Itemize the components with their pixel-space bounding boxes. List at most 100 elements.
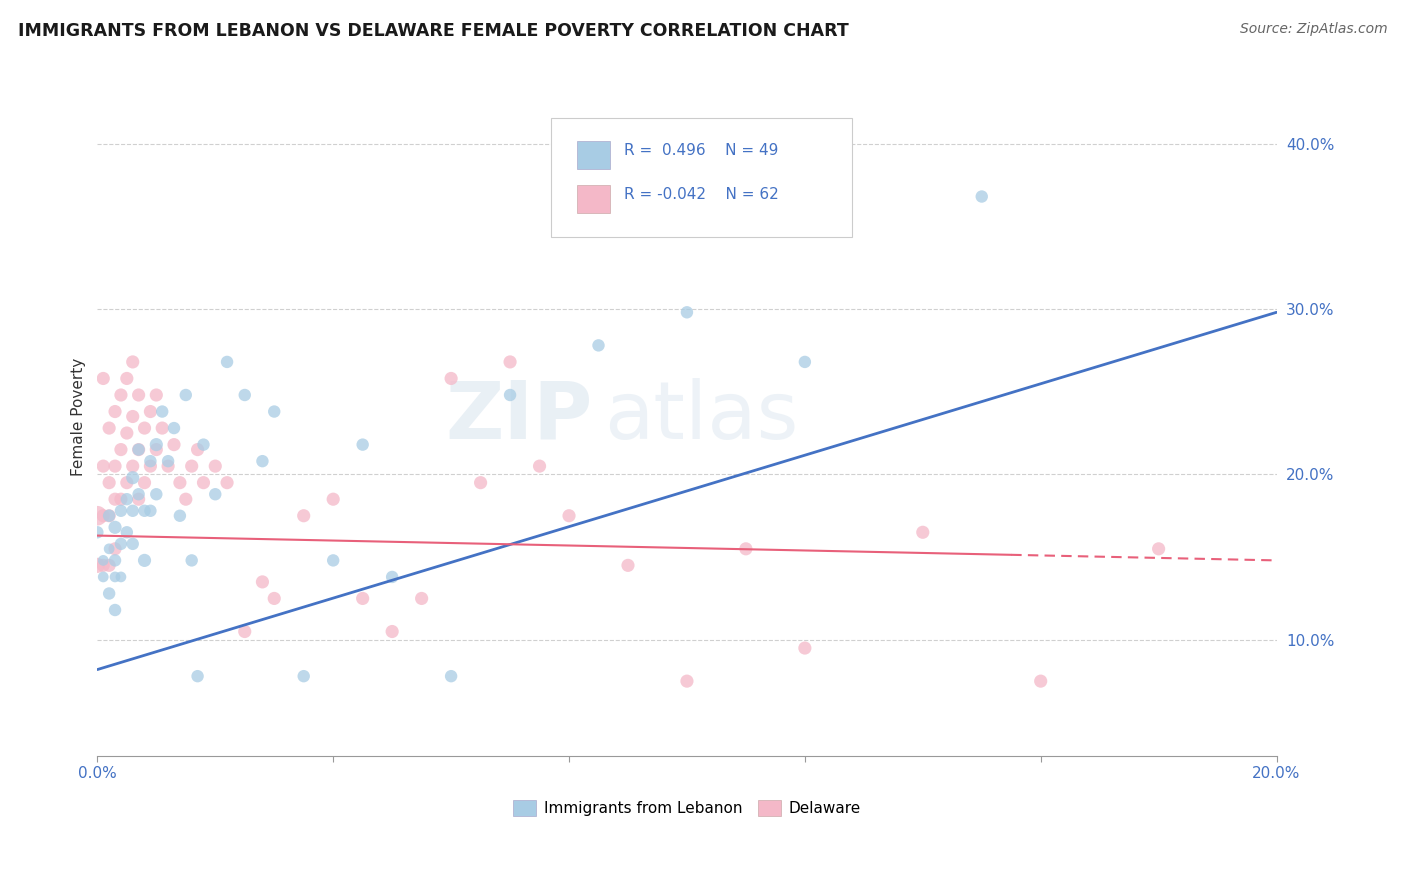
Point	[98, 421, 121, 435]
Point	[128, 487, 150, 501]
Point	[98, 508, 121, 523]
Point	[104, 570, 127, 584]
Point	[204, 459, 226, 474]
Point	[110, 504, 132, 518]
Point	[163, 437, 186, 451]
Point	[263, 591, 285, 606]
Point	[440, 371, 463, 385]
Point	[91, 570, 114, 584]
Point	[193, 475, 215, 490]
Point	[252, 454, 274, 468]
Point	[115, 525, 138, 540]
Point	[322, 553, 344, 567]
Point	[121, 409, 143, 424]
Point	[174, 492, 197, 507]
Point	[163, 421, 186, 435]
Point	[91, 508, 114, 523]
Point	[193, 437, 215, 451]
Text: ZIP: ZIP	[446, 377, 592, 456]
Point	[104, 459, 127, 474]
Point	[322, 492, 344, 507]
Point	[128, 492, 150, 507]
Point	[180, 553, 202, 567]
Point	[104, 541, 127, 556]
Point	[115, 492, 138, 507]
Point	[970, 189, 993, 203]
Point	[157, 459, 180, 474]
Point	[169, 475, 191, 490]
Point	[110, 388, 132, 402]
Point	[529, 459, 551, 474]
Point	[499, 388, 522, 402]
Point	[121, 459, 143, 474]
Point	[86, 508, 108, 523]
Point	[128, 442, 150, 457]
Text: R =  0.496    N = 49: R = 0.496 N = 49	[624, 144, 779, 158]
Point	[86, 558, 108, 573]
Point	[110, 442, 132, 457]
Point	[352, 437, 374, 451]
FancyBboxPatch shape	[551, 118, 852, 236]
Point	[180, 459, 202, 474]
Point	[150, 421, 173, 435]
Text: IMMIGRANTS FROM LEBANON VS DELAWARE FEMALE POVERTY CORRELATION CHART: IMMIGRANTS FROM LEBANON VS DELAWARE FEMA…	[18, 22, 849, 40]
Point	[91, 553, 114, 567]
Point	[91, 459, 114, 474]
Point	[91, 371, 114, 385]
Legend: Immigrants from Lebanon, Delaware: Immigrants from Lebanon, Delaware	[508, 794, 866, 822]
Point	[352, 591, 374, 606]
Point	[121, 471, 143, 485]
Point	[134, 553, 156, 567]
Point	[793, 641, 815, 656]
Point	[115, 475, 138, 490]
Point	[139, 459, 162, 474]
Text: R = -0.042    N = 62: R = -0.042 N = 62	[624, 187, 779, 202]
Point	[98, 508, 121, 523]
Point	[204, 487, 226, 501]
Point	[115, 371, 138, 385]
Point	[411, 591, 433, 606]
Point	[292, 669, 315, 683]
Point	[157, 454, 180, 468]
Point	[292, 508, 315, 523]
Point	[499, 355, 522, 369]
Point	[381, 624, 404, 639]
Bar	[578, 141, 610, 169]
Point	[381, 570, 404, 584]
Point	[145, 388, 167, 402]
Point	[440, 669, 463, 683]
Point	[104, 404, 127, 418]
Point	[98, 586, 121, 600]
Point	[215, 355, 238, 369]
Point	[145, 487, 167, 501]
Point	[104, 553, 127, 567]
Point	[139, 454, 162, 468]
Point	[558, 508, 581, 523]
Point	[617, 558, 640, 573]
Point	[104, 520, 127, 534]
Point	[98, 475, 121, 490]
Y-axis label: Female Poverty: Female Poverty	[72, 358, 86, 475]
Point	[150, 404, 173, 418]
Point	[110, 492, 132, 507]
Point	[134, 475, 156, 490]
Point	[215, 475, 238, 490]
Point	[187, 669, 209, 683]
Point	[104, 603, 127, 617]
Point	[793, 355, 815, 369]
Text: Source: ZipAtlas.com: Source: ZipAtlas.com	[1240, 22, 1388, 37]
Point	[139, 504, 162, 518]
Point	[134, 421, 156, 435]
Point	[676, 674, 699, 689]
Point	[263, 404, 285, 418]
Point	[588, 338, 610, 352]
Point	[1147, 541, 1170, 556]
Bar	[578, 185, 610, 213]
Point	[187, 442, 209, 457]
Point	[252, 574, 274, 589]
Point	[104, 492, 127, 507]
Point	[735, 541, 758, 556]
Point	[115, 425, 138, 440]
Point	[139, 404, 162, 418]
Point	[98, 558, 121, 573]
